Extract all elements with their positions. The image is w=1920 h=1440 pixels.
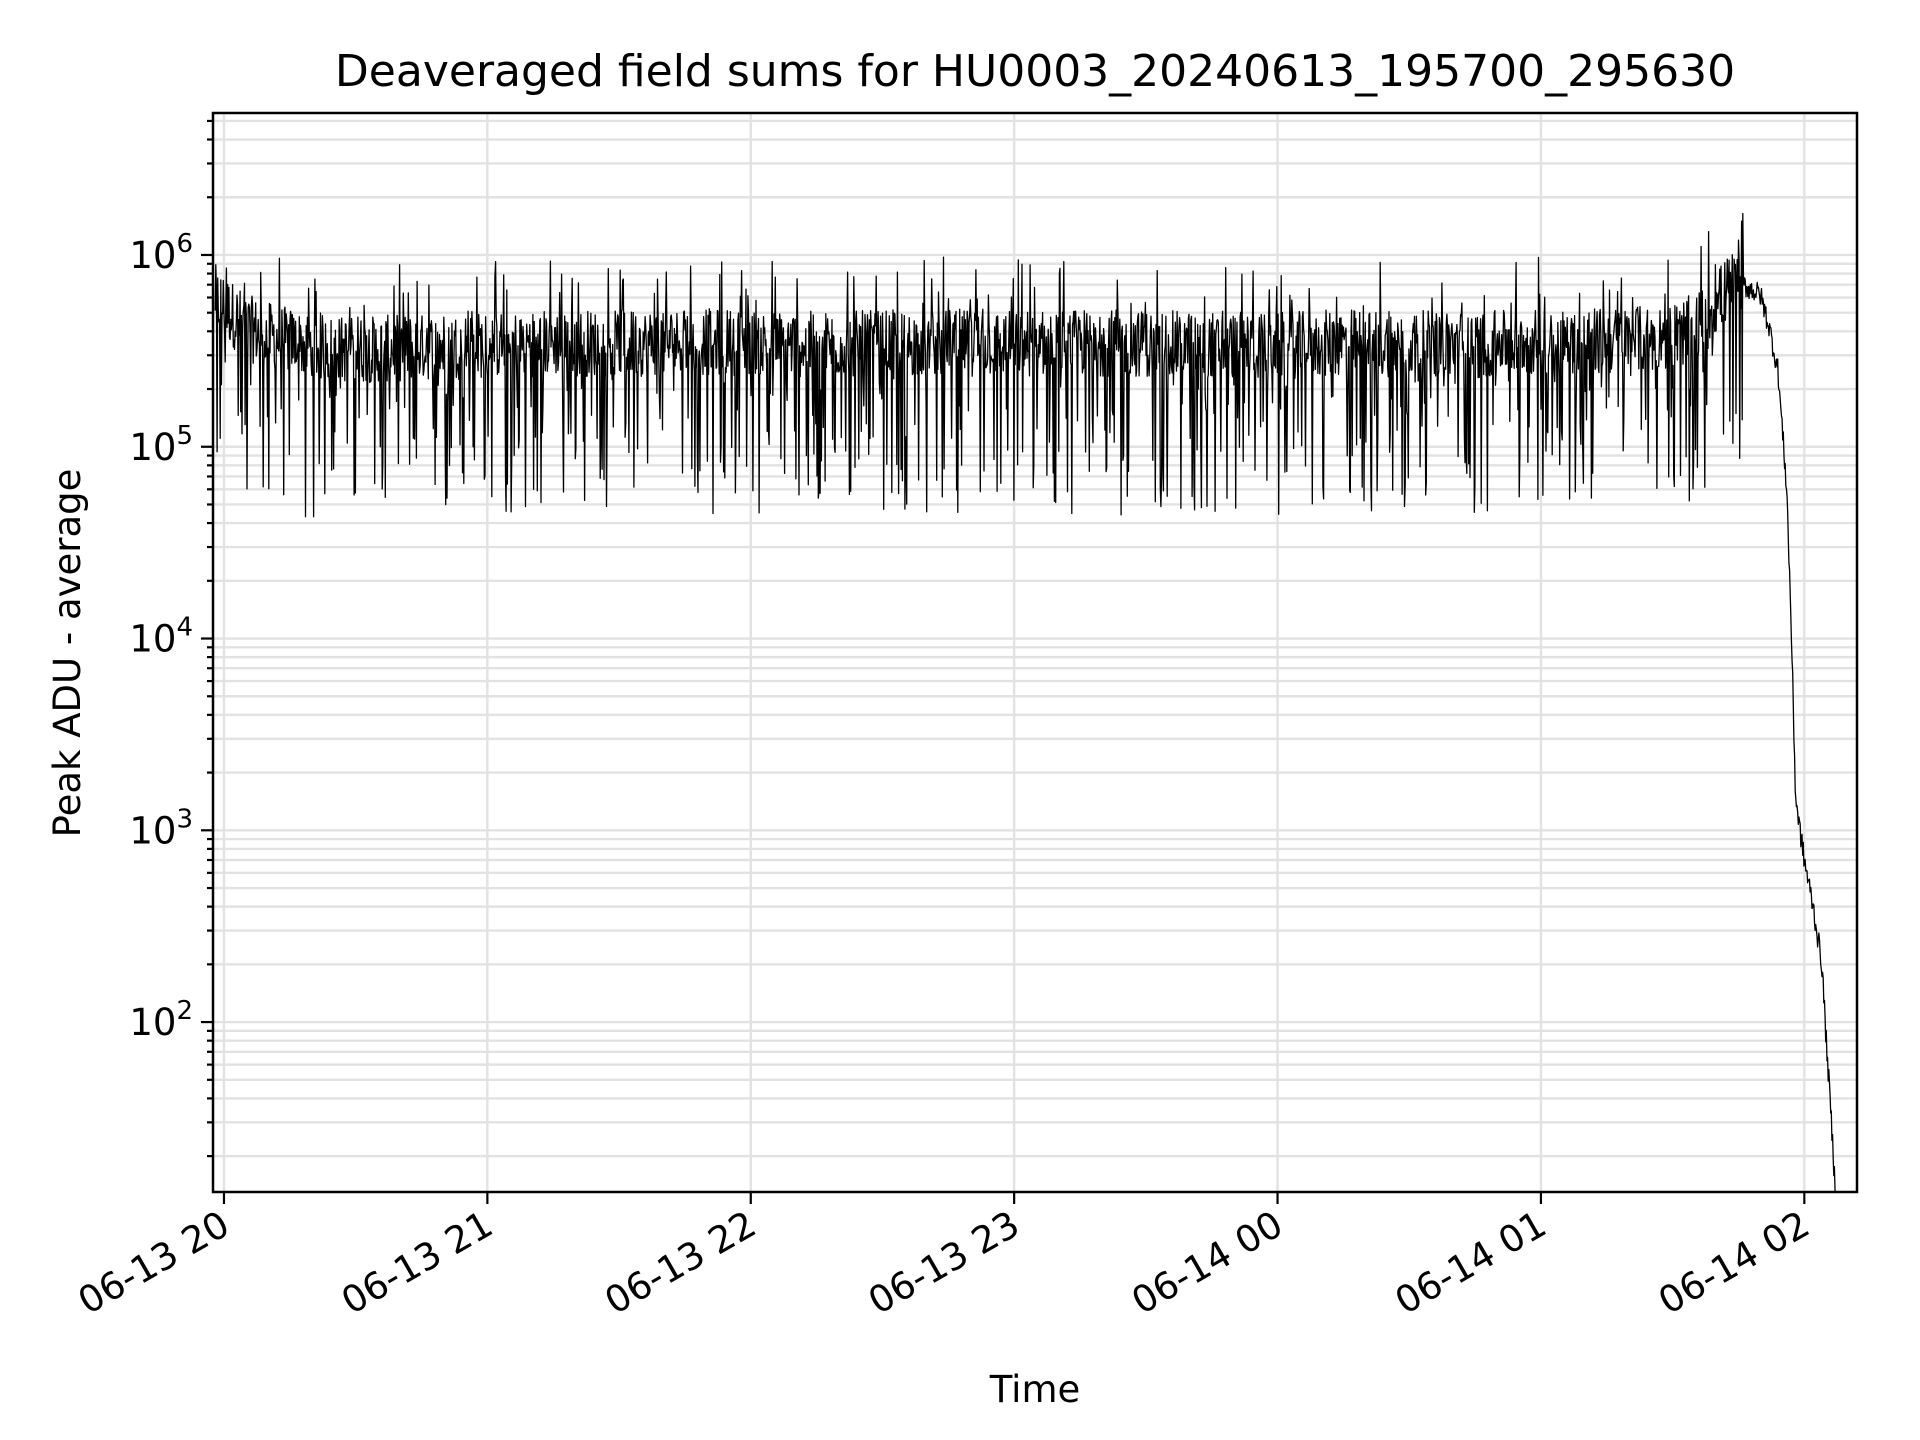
y-tick-label: 105 [129,421,193,469]
y-tick-label: 102 [129,996,193,1044]
y-tick-label-exponent: 3 [176,804,193,834]
y-tick-label: 104 [129,613,193,661]
y-tick-label-base: 10 [129,426,176,469]
y-tick-label: 106 [129,229,193,277]
chart-title: Deaveraged field sums for HU0003_2024061… [335,46,1735,97]
y-tick-label-base: 10 [129,1001,176,1044]
y-axis-label: Peak ADU - average [46,469,89,838]
y-tick-label-exponent: 6 [176,229,193,259]
y-tick-label-base: 10 [129,234,176,277]
y-tick-label-exponent: 5 [176,421,193,451]
series-line [214,212,1836,1193]
plot-frame [211,111,1859,1194]
y-tick-label-base: 10 [129,618,176,661]
y-tick-label-exponent: 4 [176,613,193,643]
x-axis-label: Time [989,1368,1081,1411]
y-tick-label-base: 10 [129,809,176,852]
y-tick-label-exponent: 2 [176,996,193,1026]
y-tick-label: 103 [129,804,193,852]
grid [213,113,1857,1192]
